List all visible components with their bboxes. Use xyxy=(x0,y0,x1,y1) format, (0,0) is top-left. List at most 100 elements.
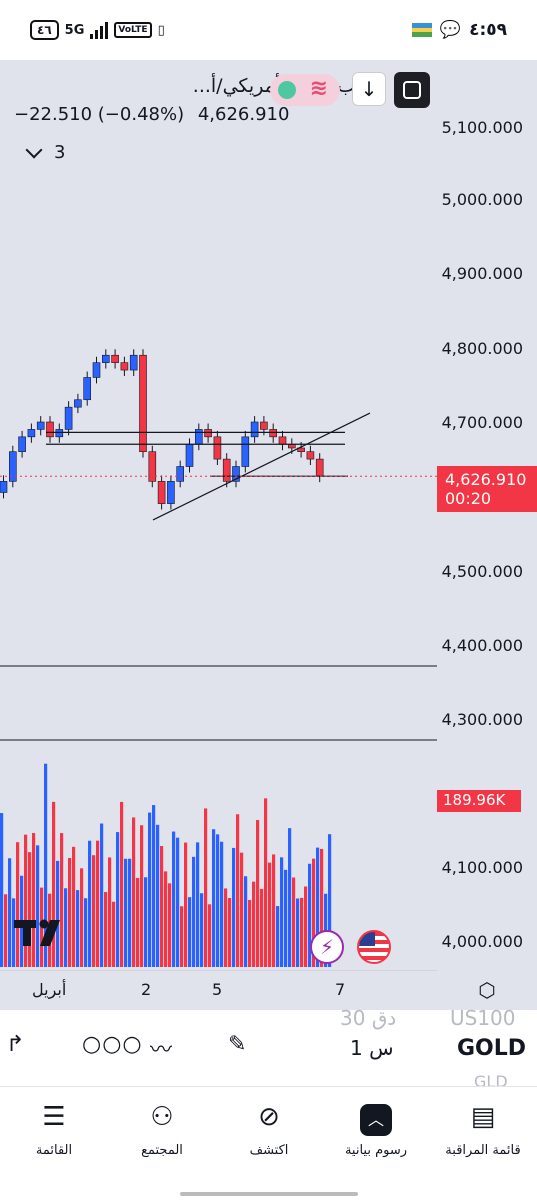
chart-settings-icon[interactable]: ⬡ xyxy=(478,978,496,1002)
volume-bar xyxy=(300,897,304,967)
chart-toolbar: ↱ ○○○ 〰 ✎ 30 دق 1 س US100 GOLD GLD xyxy=(0,1006,537,1091)
fullscreen-icon xyxy=(403,81,421,99)
candle-body xyxy=(157,481,166,504)
volume-bar xyxy=(68,857,72,967)
candle-body xyxy=(36,421,45,430)
volume-bar xyxy=(120,801,124,967)
candle-body xyxy=(260,421,268,430)
candle-body xyxy=(148,451,157,482)
bar-countdown: 00:20 xyxy=(445,489,492,508)
candle-body xyxy=(278,436,287,445)
volume-bar xyxy=(100,823,104,967)
volume-bar xyxy=(136,877,140,967)
sell-arrow-button[interactable]: ↓ xyxy=(352,72,386,106)
price-tick: 4,700.000 xyxy=(441,413,523,432)
volume-bar xyxy=(76,890,80,967)
candle-body xyxy=(306,451,315,460)
volume-bar xyxy=(160,846,164,967)
last-price: 4,626.910 xyxy=(197,104,290,125)
us-flag-icon[interactable] xyxy=(357,930,391,964)
flash-icon[interactable]: ⚡ xyxy=(310,930,344,964)
tradingview-logo xyxy=(14,919,60,946)
volume-bar xyxy=(208,904,212,967)
volume-bar xyxy=(196,842,200,967)
nav-charts[interactable]: ︿ رسوم بيانية xyxy=(326,1097,426,1158)
volume-bar xyxy=(36,845,40,967)
brush-icon[interactable]: ✎ xyxy=(228,1032,247,1057)
volume-tag: 189.96K xyxy=(437,790,521,812)
volume-bar xyxy=(204,808,208,967)
volume-bar xyxy=(172,831,176,967)
ghost-symbol: US100 xyxy=(450,1006,516,1030)
chart-panel[interactable]: 5,100.000 5,000.000 4,900.000 4,800.000 … xyxy=(0,60,537,1010)
volume-bar xyxy=(272,854,276,967)
candle-body xyxy=(167,481,175,504)
share-arrow-icon[interactable]: ↱ xyxy=(6,1032,25,1057)
timeframe-selector[interactable]: 1 س xyxy=(350,1036,394,1060)
fullscreen-button[interactable] xyxy=(394,72,430,108)
volume-bar xyxy=(220,841,224,967)
volume-bar xyxy=(216,834,220,967)
price-tick: 4,300.000 xyxy=(441,710,523,729)
candle-body xyxy=(139,354,147,452)
volume-bar xyxy=(320,848,324,967)
volume-bar xyxy=(180,906,184,967)
volume-bar xyxy=(32,833,36,967)
price-chart[interactable] xyxy=(0,60,437,970)
volume-bar xyxy=(64,888,68,967)
volume-bar xyxy=(112,901,116,967)
bottom-navigation: ☰ القائمة ⚇ المجتمع ⊘ اكتشف ︿ رسوم بياني… xyxy=(0,1086,537,1186)
candle-body xyxy=(46,421,54,438)
volume-bar xyxy=(312,858,316,967)
volume-bar xyxy=(276,906,280,967)
volume-bar xyxy=(0,813,4,967)
volume-bar xyxy=(252,881,256,967)
price-tick: 4,400.000 xyxy=(441,636,523,655)
candle-body xyxy=(195,429,203,445)
candle-body xyxy=(111,354,119,363)
volume-bar xyxy=(116,832,120,967)
candle-body xyxy=(27,429,36,438)
volume-bar xyxy=(16,842,20,967)
volume-bar xyxy=(236,814,240,967)
time-axis[interactable]: أبريل 2 5 7 xyxy=(0,970,437,1010)
symbol-header[interactable]: ▬ الذهب (دولار أمريكي/أ... ≋ ↓ xyxy=(0,66,437,108)
nav-community[interactable]: ⚇ المجتمع xyxy=(112,1097,212,1158)
volume-bar xyxy=(288,828,292,967)
candle-body xyxy=(241,436,250,467)
price-scale[interactable]: 5,100.000 5,000.000 4,900.000 4,800.000 … xyxy=(437,60,537,960)
delayed-data-icon: ≋ xyxy=(309,76,328,101)
volume-bar xyxy=(328,834,332,967)
candle-body xyxy=(232,466,240,482)
candle-body xyxy=(213,436,222,460)
volume-bar xyxy=(212,829,216,967)
drawing-tools-icon[interactable]: 〰 xyxy=(150,1038,173,1063)
volume-bar xyxy=(104,892,108,967)
indicators-toggle[interactable]: 3 xyxy=(25,141,65,163)
volume-bar xyxy=(164,871,168,967)
candle-body xyxy=(0,481,8,493)
watchlist-icon: ▤ xyxy=(470,1102,496,1132)
volume-bar xyxy=(52,801,56,967)
nav-menu[interactable]: ☰ القائمة xyxy=(4,1097,104,1158)
volume-bar xyxy=(240,852,244,967)
volume-bar xyxy=(144,877,148,967)
volume-bar xyxy=(292,877,296,967)
volume-bar xyxy=(176,837,180,967)
flag-icon xyxy=(411,23,432,38)
nav-label: رسوم بيانية xyxy=(344,1143,408,1158)
price-tick: 4,800.000 xyxy=(441,339,523,358)
volume-bar xyxy=(124,858,128,967)
market-status-pill[interactable]: ≋ xyxy=(270,74,340,106)
symbol-selector[interactable]: GOLD xyxy=(457,1036,527,1061)
nav-watchlist[interactable]: ▤ قائمة المراقبة xyxy=(433,1097,533,1158)
home-indicator[interactable] xyxy=(0,1186,537,1200)
nav-explore[interactable]: ⊘ اكتشف xyxy=(219,1097,319,1158)
signal-icon xyxy=(90,21,109,39)
volume-bar xyxy=(248,899,252,967)
price-tick: 5,000.000 xyxy=(441,190,523,209)
more-dots-icon[interactable]: ○○○ xyxy=(82,1032,143,1057)
volume-bar xyxy=(168,883,172,967)
volume-bar xyxy=(228,898,232,967)
